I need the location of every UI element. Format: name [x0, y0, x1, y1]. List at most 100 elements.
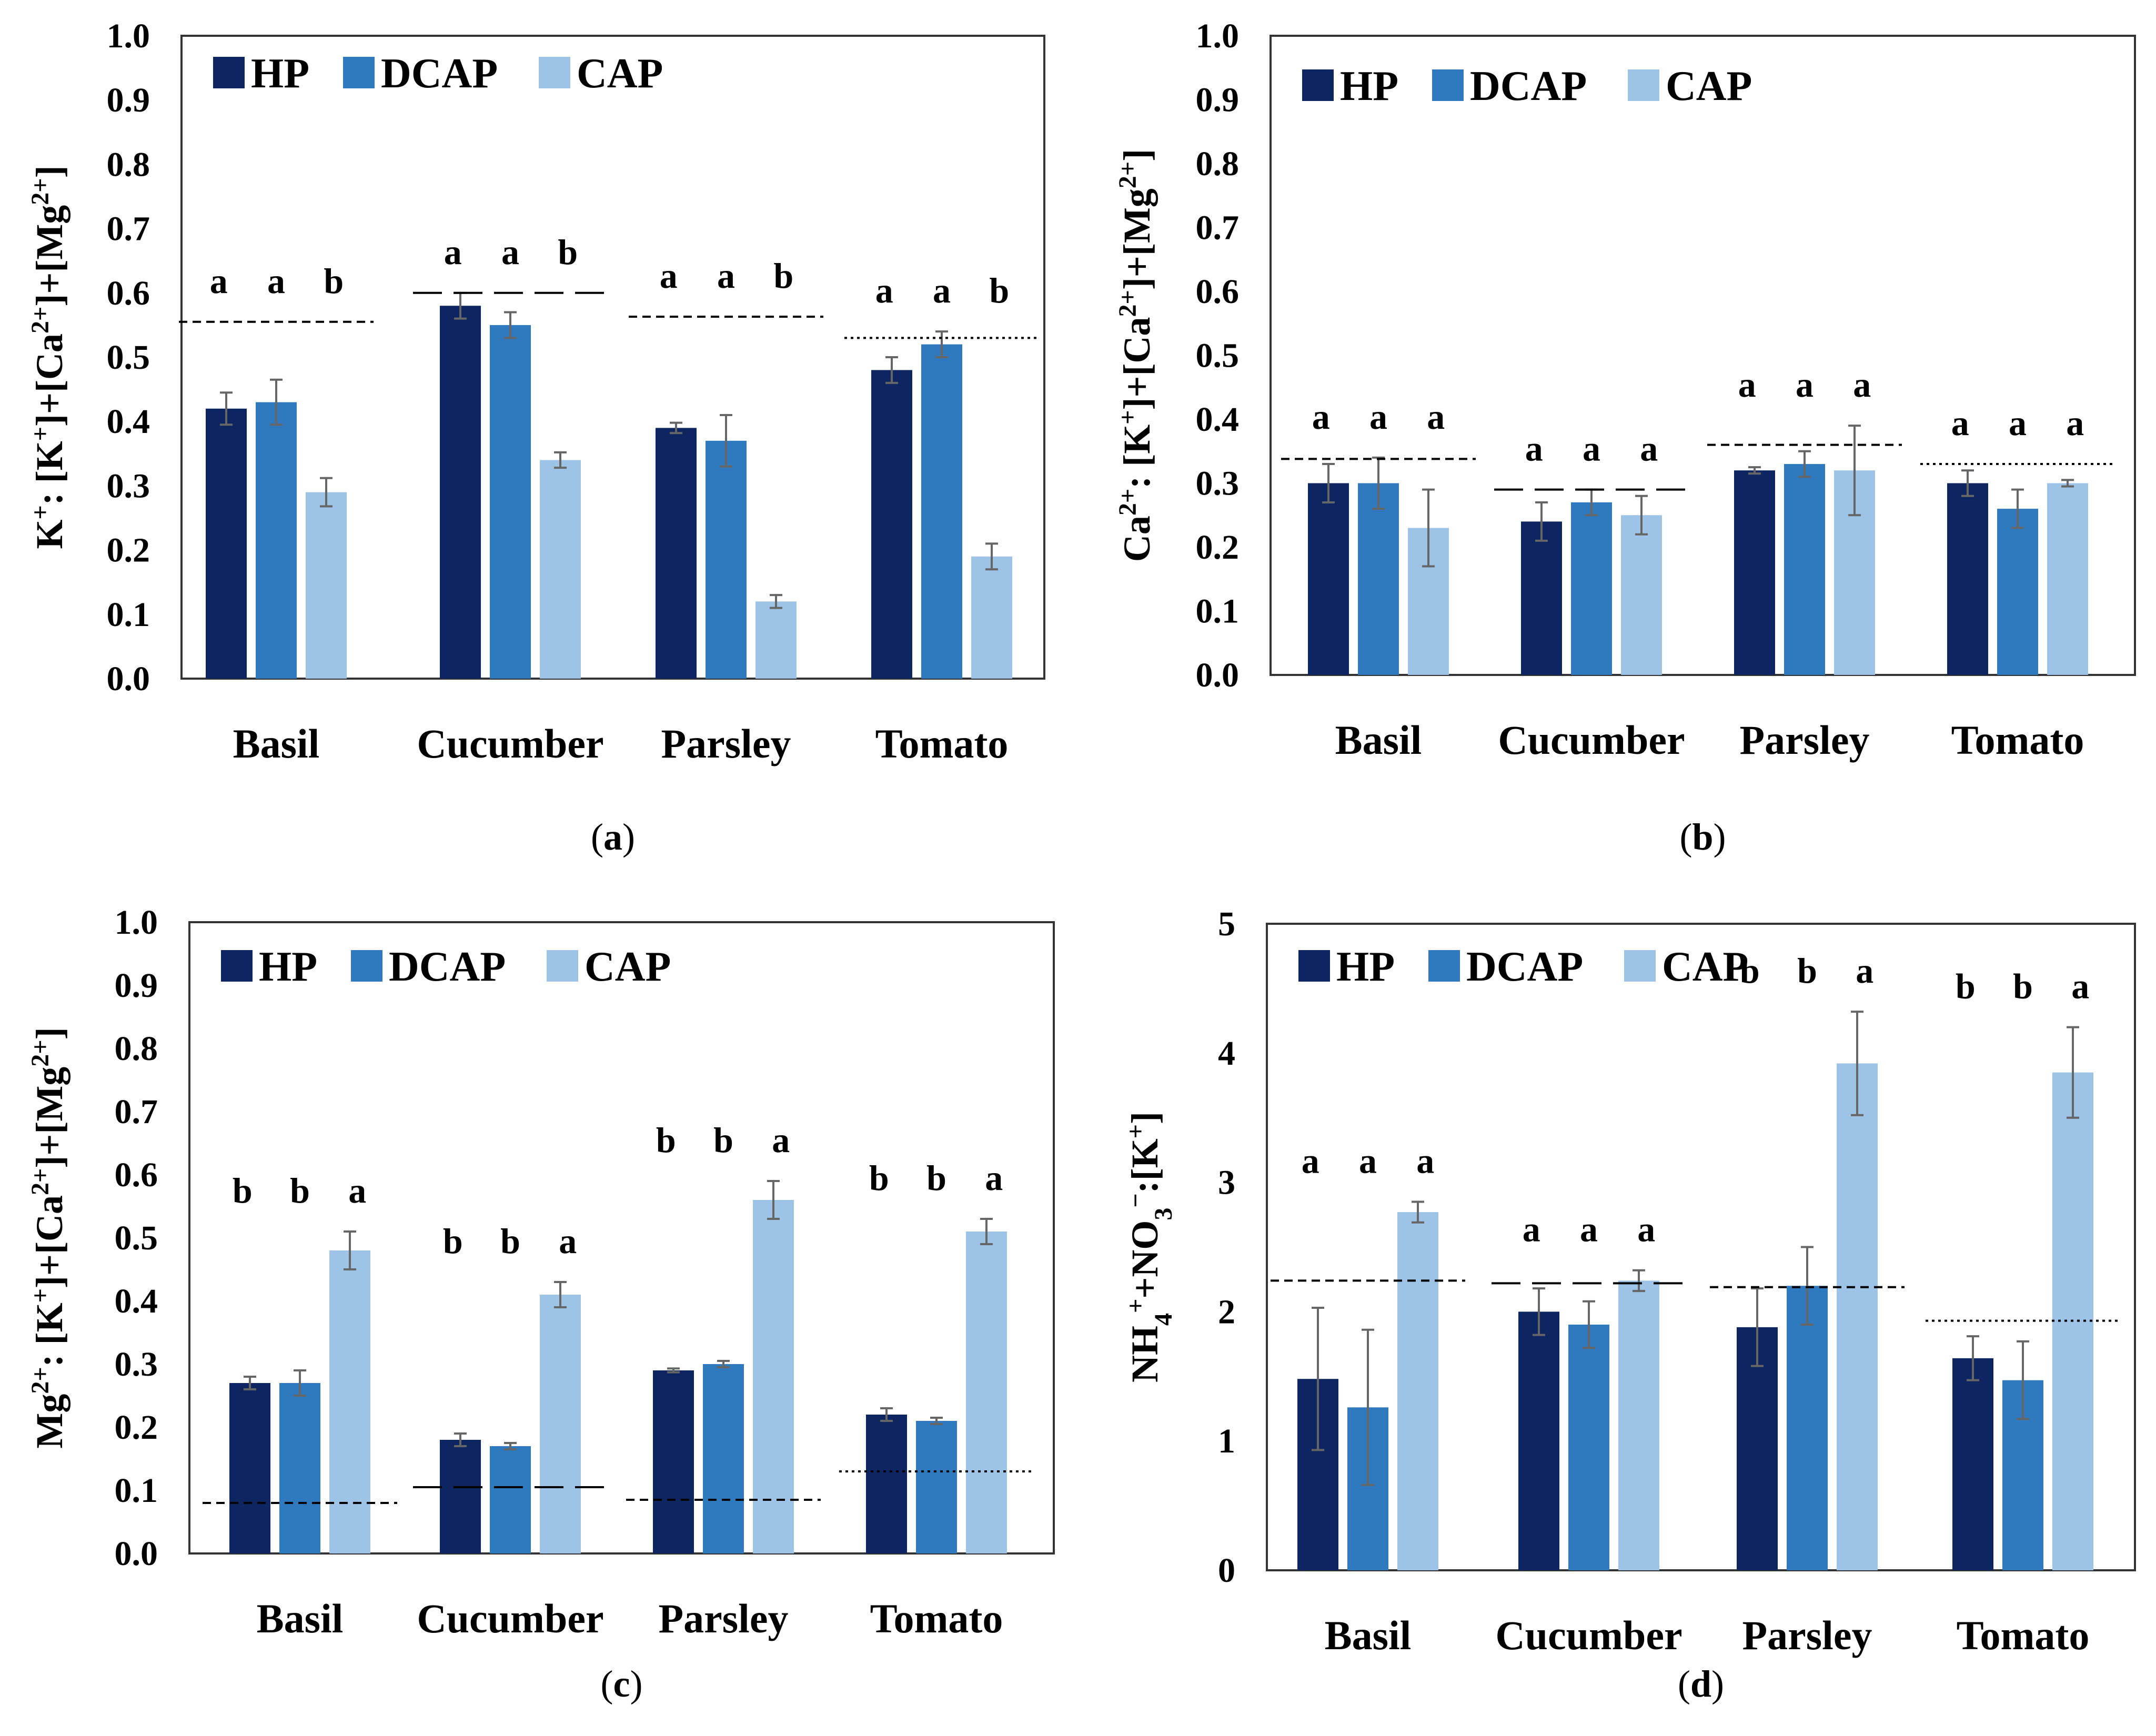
y-axis-label-part: 2+: [1114, 489, 1142, 516]
bar-a-cucumber-cap: [540, 460, 581, 679]
chart-a: 0.00.10.20.30.40.50.60.70.80.91.0K+: [K+…: [26, 17, 1045, 858]
y-tick-label: 0.4: [107, 402, 150, 441]
legend-label: HP: [1336, 944, 1395, 990]
y-axis-label-part: +: [26, 1288, 54, 1303]
panel-label: (c): [601, 1663, 643, 1705]
y-tick-label: 0.2: [115, 1408, 158, 1447]
bar-c-tomato-hp: [866, 1415, 907, 1553]
y-tick-label: 0.7: [115, 1093, 158, 1131]
y-tick-label: 0.7: [107, 210, 150, 248]
bar-c-parsley-dcap: [703, 1364, 744, 1553]
significance-letter: b: [558, 232, 578, 272]
significance-letter: a: [267, 261, 285, 301]
bar-d-parsley-dcap: [1787, 1286, 1828, 1570]
y-tick-label: 0.9: [1196, 81, 1240, 119]
significance-letter: a: [1312, 397, 1330, 437]
bar-c-basil-cap: [329, 1250, 370, 1553]
significance-letter: a: [985, 1158, 1003, 1198]
bar-d-parsley-hp: [1737, 1327, 1778, 1570]
significance-letter: a: [772, 1120, 790, 1160]
plot-frame: [188, 921, 1055, 1555]
bar-b-parsley-hp: [1734, 470, 1775, 675]
significance-letter: a: [1796, 365, 1814, 405]
legend-swatch: [547, 950, 578, 982]
bar-c-parsley-cap: [753, 1200, 794, 1553]
significance-letter: a: [2066, 403, 2084, 443]
x-category-label: Tomato: [1957, 1612, 2090, 1658]
x-category-label: Parsley: [1740, 717, 1870, 763]
bar-d-cucumber-hp: [1518, 1311, 1559, 1570]
legend-label: DCAP: [1470, 63, 1587, 109]
x-category-label: Tomato: [875, 721, 1009, 766]
legend-label: DCAP: [1466, 944, 1583, 990]
y-axis-label-part: ]: [28, 165, 70, 178]
panel-label-part: d: [1690, 1663, 1711, 1705]
y-tick-label: 0.1: [115, 1471, 158, 1510]
y-axis-label-part: ]+[Ca: [28, 334, 70, 427]
legend-label: HP: [251, 51, 309, 97]
bar-b-basil-hp: [1308, 483, 1349, 675]
legend-swatch: [1298, 950, 1330, 982]
bar-a-basil-cap: [306, 492, 347, 679]
panel-label-part: a: [603, 816, 622, 858]
y-axis-label-part: ]+[Mg: [28, 1067, 70, 1168]
significance-letter: b: [656, 1120, 676, 1160]
y-tick-label: 0.3: [1196, 465, 1240, 503]
y-tick-label: 0.3: [107, 467, 150, 505]
y-tick-label: 0.2: [107, 531, 150, 570]
y-tick-label: 0.0: [115, 1535, 158, 1573]
significance-letter: b: [1797, 951, 1817, 991]
y-tick-label: 0.5: [1196, 337, 1240, 375]
y-axis-label-part: 4: [1150, 1313, 1177, 1326]
significance-letter: b: [1956, 966, 1976, 1006]
bar-a-basil-hp: [206, 408, 247, 679]
bar-d-tomato-hp: [1952, 1358, 1993, 1570]
panel-label: (b): [1679, 816, 1726, 858]
y-axis-label: K+: [K+]+[Ca2+]+[Mg2+]: [26, 165, 71, 549]
legend-swatch: [1628, 69, 1659, 101]
significance-letter: a: [1640, 429, 1658, 469]
y-tick-label: 0.6: [107, 274, 150, 312]
bar-a-parsley-cap: [755, 601, 797, 679]
y-axis-label-part: NH: [1124, 1326, 1166, 1382]
bar-b-tomato-hp: [1947, 483, 1988, 675]
panel-label-part: b: [1692, 816, 1713, 858]
y-tick-label: 1.0: [1196, 17, 1240, 55]
significance-letter: a: [1853, 365, 1871, 405]
y-axis-label-part: ]: [1124, 1112, 1166, 1124]
panel-label: (d): [1678, 1663, 1724, 1705]
panel-label-part: (: [1678, 1663, 1690, 1705]
y-axis-label-part: 2+: [26, 1168, 54, 1195]
bar-b-cucumber-dcap: [1571, 502, 1612, 675]
legend-swatch: [1432, 69, 1464, 101]
significance-letter: a: [1738, 365, 1756, 405]
significance-letter: a: [1427, 397, 1445, 437]
significance-letter: a: [1637, 1209, 1655, 1249]
y-axis-label-part: 3: [1150, 1208, 1177, 1220]
y-axis-label-part: ]: [28, 1027, 70, 1039]
y-tick-label: 0.5: [107, 338, 150, 377]
y-axis-label-part: +: [1122, 1299, 1150, 1313]
legend-swatch: [1428, 950, 1460, 982]
x-category-label: Basil: [233, 721, 320, 766]
significance-letter: a: [1416, 1140, 1434, 1180]
significance-letter: a: [210, 261, 228, 301]
bar-c-basil-hp: [229, 1383, 270, 1553]
bar-a-cucumber-hp: [440, 306, 481, 679]
y-tick-label: 0.0: [1196, 656, 1240, 694]
legend: HP DCAP CAP: [213, 51, 663, 97]
significance-letter: a: [348, 1170, 366, 1210]
y-axis-label: NH4++NO3−:[K+]: [1122, 1112, 1177, 1382]
legend-label: DCAP: [381, 51, 498, 97]
significance-letter: a: [660, 256, 678, 296]
y-axis-label-part: +: [26, 427, 54, 441]
panel-label-part: ): [622, 816, 635, 858]
y-tick-label: 0.9: [107, 81, 150, 119]
significance-letter: a: [1369, 397, 1387, 437]
y-axis-label-part: :[K: [1124, 1138, 1166, 1193]
y-tick-label: 0.5: [115, 1219, 158, 1257]
x-category-label: Basil: [1325, 1612, 1412, 1658]
x-category-label: Basil: [257, 1596, 344, 1641]
